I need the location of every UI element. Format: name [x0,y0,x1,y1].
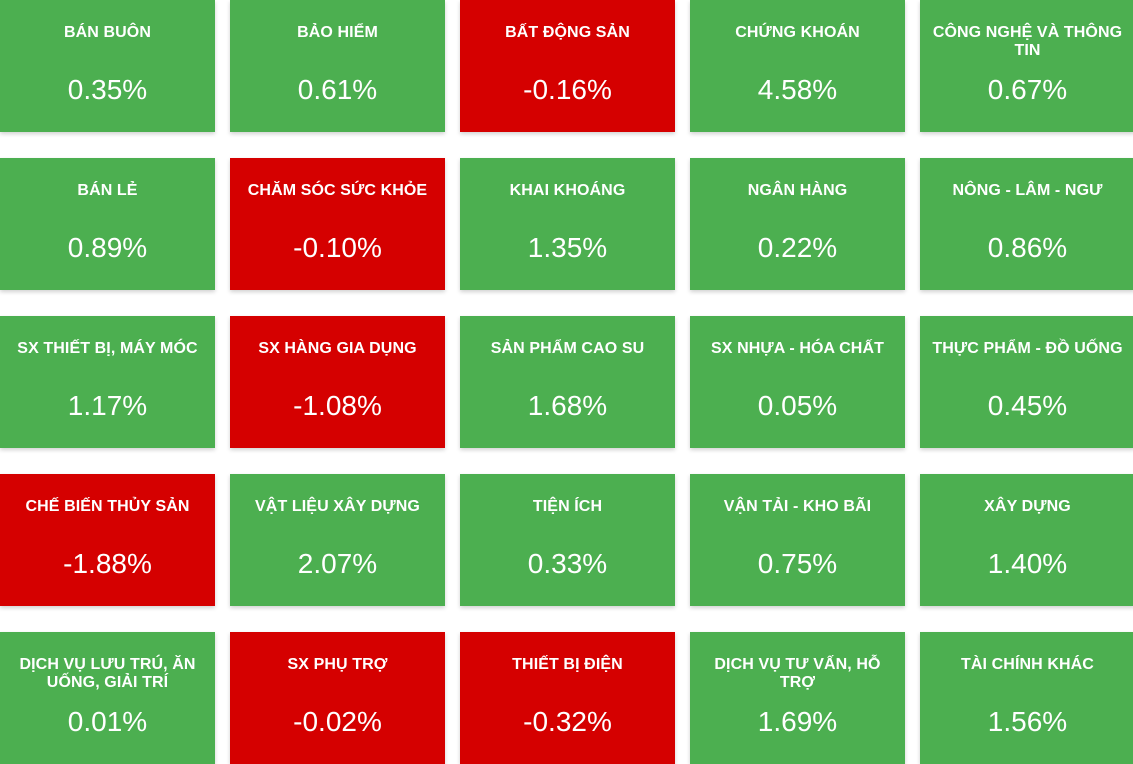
sector-name: CHỨNG KHOÁN [735,24,860,41]
sector-name: SẢN PHẨM CAO SU [490,340,645,357]
sector-change-percent: 1.69% [757,706,838,737]
sector-tile[interactable]: BẤT ĐỘNG SẢN -0.16% [460,0,675,132]
sector-tile[interactable]: BÁN BUÔN 0.35% [0,0,215,132]
sector-tile[interactable]: DỊCH VỤ TƯ VẤN, HỖ TRỢ 1.69% [690,632,905,764]
sector-name: DỊCH VỤ TƯ VẤN, HỖ TRỢ [714,656,881,691]
sector-tile[interactable]: CHẾ BIẾN THỦY SẢN -1.88% [0,474,215,606]
sector-name: VẬT LIỆU XÂY DỰNG [255,498,420,515]
sector-change-percent: -0.10% [293,232,382,263]
sector-tile[interactable]: SX HÀNG GIA DỤNG -1.08% [230,316,445,448]
sector-name: NGÂN HÀNG [747,182,848,199]
sector-name: TIỆN ÍCH [532,498,603,515]
sector-tile[interactable]: SX PHỤ TRỢ -0.02% [230,632,445,764]
sector-change-percent: 0.22% [757,232,838,263]
sector-change-percent: -1.08% [293,390,382,421]
sector-tile[interactable]: XÂY DỰNG 1.40% [920,474,1133,606]
sector-change-percent: -0.16% [523,74,612,105]
sector-name: BÁN BUÔN [63,24,152,41]
sector-name: CÔNG NGHỆ VÀ THÔNG TIN [932,24,1123,59]
sector-name: SX PHỤ TRỢ [287,656,388,673]
sector-change-percent: 1.17% [67,390,148,421]
sector-change-percent: 4.58% [757,74,838,105]
sector-tile[interactable]: TIỆN ÍCH 0.33% [460,474,675,606]
sector-tile[interactable]: NGÂN HÀNG 0.22% [690,158,905,290]
sector-name: CHĂM SÓC SỨC KHỎE [247,182,428,199]
sector-change-percent: 0.33% [527,548,608,579]
sector-change-percent: 0.89% [67,232,148,263]
sector-change-percent: 1.40% [987,548,1068,579]
sector-tile[interactable]: THỰC PHẨM - ĐỒ UỐNG 0.45% [920,316,1133,448]
sector-name: BẢO HIỂM [297,24,378,41]
sector-change-percent: -1.88% [63,548,152,579]
sector-change-percent: 1.68% [527,390,608,421]
sector-name: SX NHỰA - HÓA CHẤT [711,340,884,357]
sector-change-percent: 0.35% [67,74,148,105]
sector-tile[interactable]: BẢO HIỂM 0.61% [230,0,445,132]
sector-change-percent: 0.75% [757,548,838,579]
sector-change-percent: 1.35% [527,232,608,263]
sector-name: THIẾT BỊ ĐIỆN [512,656,623,673]
sector-change-percent: 0.86% [987,232,1068,263]
sector-name: SX THIẾT BỊ, MÁY MÓC [17,340,198,357]
sector-change-percent: -0.32% [523,706,612,737]
sector-change-percent: 0.61% [297,74,378,105]
sector-change-percent: 0.45% [987,390,1068,421]
sector-change-percent: -0.02% [293,706,382,737]
sector-change-percent: 0.05% [757,390,838,421]
sector-tile[interactable]: NÔNG - LÂM - NGƯ 0.86% [920,158,1133,290]
sector-tile[interactable]: SX THIẾT BỊ, MÁY MÓC 1.17% [0,316,215,448]
sector-change-percent: 1.56% [987,706,1068,737]
sector-name: VẬN TẢI - KHO BÃI [723,498,872,515]
sector-tile[interactable]: TÀI CHÍNH KHÁC 1.56% [920,632,1133,764]
sector-tile[interactable]: CHĂM SÓC SỨC KHỎE -0.10% [230,158,445,290]
sector-name: TÀI CHÍNH KHÁC [961,656,1094,673]
sector-change-percent: 0.01% [67,706,148,737]
sector-name: DỊCH VỤ LƯU TRÚ, ĂN UỐNG, GIẢI TRÍ [19,656,196,691]
sector-tile[interactable]: KHAI KHOÁNG 1.35% [460,158,675,290]
sector-tile[interactable]: CHỨNG KHOÁN 4.58% [690,0,905,132]
sector-tile[interactable]: DỊCH VỤ LƯU TRÚ, ĂN UỐNG, GIẢI TRÍ 0.01% [0,632,215,764]
sector-change-percent: 0.67% [987,74,1068,105]
sector-tile[interactable]: VẬT LIỆU XÂY DỰNG 2.07% [230,474,445,606]
sector-tile[interactable]: SX NHỰA - HÓA CHẤT 0.05% [690,316,905,448]
sector-tile[interactable]: CÔNG NGHỆ VÀ THÔNG TIN 0.67% [920,0,1133,132]
sector-tile[interactable]: VẬN TẢI - KHO BÃI 0.75% [690,474,905,606]
sector-name: BẤT ĐỘNG SẢN [505,24,630,41]
sector-change-percent: 2.07% [297,548,378,579]
sector-name: XÂY DỰNG [984,498,1071,515]
sector-name: NÔNG - LÂM - NGƯ [952,182,1103,199]
sector-name: THỰC PHẨM - ĐỒ UỐNG [932,340,1123,357]
sector-name: KHAI KHOÁNG [509,182,626,199]
sector-tile[interactable]: SẢN PHẨM CAO SU 1.68% [460,316,675,448]
sector-name: CHẾ BIẾN THỦY SẢN [25,498,190,515]
sector-tile[interactable]: BÁN LẺ 0.89% [0,158,215,290]
sector-tile[interactable]: THIẾT BỊ ĐIỆN -0.32% [460,632,675,764]
sector-name: BÁN LẺ [77,182,138,199]
sector-name: SX HÀNG GIA DỤNG [258,340,417,357]
